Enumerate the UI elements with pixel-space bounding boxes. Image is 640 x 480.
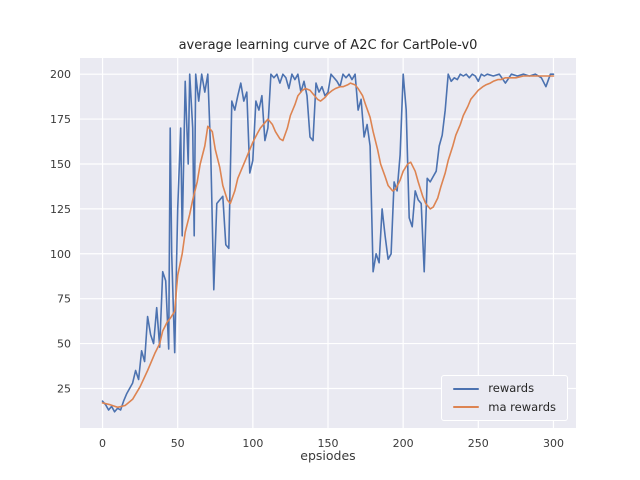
rewards-line — [101, 73, 555, 413]
y-tick-label: 175 — [50, 113, 71, 126]
y-tick-label: 50 — [57, 338, 71, 351]
rewards-line-swatch — [453, 387, 480, 390]
legend: rewards ma rewards — [441, 375, 568, 421]
x-tick-label: 300 — [543, 437, 564, 450]
x-tick-label: 150 — [318, 437, 339, 450]
legend-item-ma-rewards: ma rewards — [453, 399, 556, 414]
legend-label-ma-rewards: ma rewards — [488, 399, 556, 414]
x-tick-label: 250 — [468, 437, 489, 450]
y-tick-label: 200 — [50, 68, 71, 81]
x-tick-label: 200 — [393, 437, 414, 450]
x-tick-label: 100 — [242, 437, 263, 450]
ma-rewards-line — [101, 75, 555, 409]
ma-rewards-line-swatch — [453, 406, 480, 409]
legend-item-rewards: rewards — [453, 381, 556, 395]
y-tick-label: 75 — [57, 293, 71, 306]
x-axis-label: epsiodes — [300, 448, 356, 463]
y-tick-label: 25 — [57, 382, 71, 395]
y-tick-label: 125 — [50, 203, 71, 216]
y-tick-label: 100 — [50, 248, 71, 261]
y-tick-label: 150 — [50, 158, 71, 171]
x-tick-label: 50 — [171, 437, 185, 450]
chart-title: average learning curve of A2C for CartPo… — [178, 38, 478, 53]
legend-label-rewards: rewards — [488, 381, 535, 395]
x-tick-label: 0 — [99, 437, 106, 450]
